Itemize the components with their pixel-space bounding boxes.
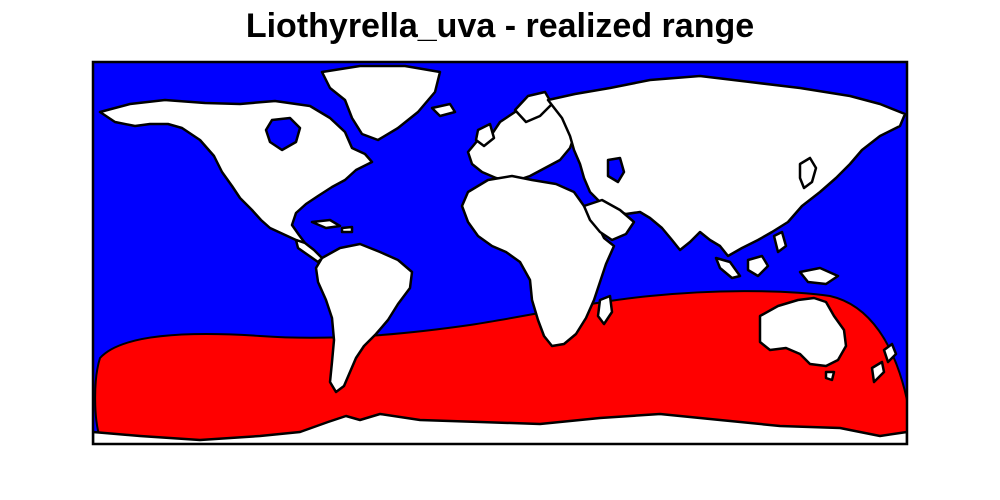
- caspian-sea: [608, 158, 624, 182]
- land-tasmania: [826, 372, 834, 380]
- land-hispaniola: [342, 227, 352, 232]
